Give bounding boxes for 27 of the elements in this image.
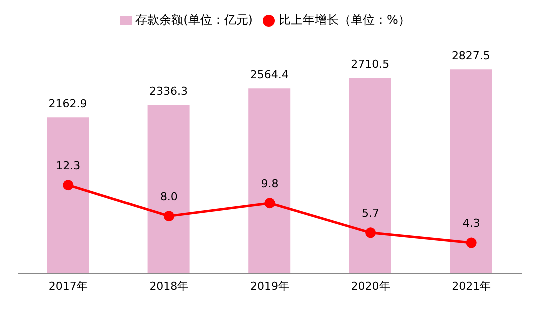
data-label: 4.3 [462,217,480,230]
data-label: 5.7 [362,206,380,220]
legend-label: 存款余额(单位：亿元) [136,13,253,27]
data-label: 2564.4 [250,68,289,82]
bar [148,105,190,274]
data-label: 2336.3 [150,85,188,98]
x-tick-label: 2020年 [351,280,390,293]
legend-label: 比上年增长（单位：%） [278,13,410,27]
data-label: 2710.5 [351,58,390,72]
data-label: 12.3 [56,159,81,172]
data-label: 9.8 [261,177,279,190]
x-tick-label: 2018年 [150,280,189,293]
bar [349,78,392,274]
point [63,180,74,191]
x-tick-label: 2021年 [452,280,492,293]
bar [47,118,89,274]
point [466,238,477,248]
x-tick-label: 2019年 [250,280,290,293]
point [366,228,376,238]
data-label: 2162.9 [48,98,88,111]
x-tick-label: 2017年 [48,280,88,293]
bar [248,88,291,274]
point [164,211,174,222]
data-label: 2827.5 [452,50,490,63]
data-label: 8.0 [160,190,178,204]
bar [450,70,492,274]
point [264,198,276,209]
